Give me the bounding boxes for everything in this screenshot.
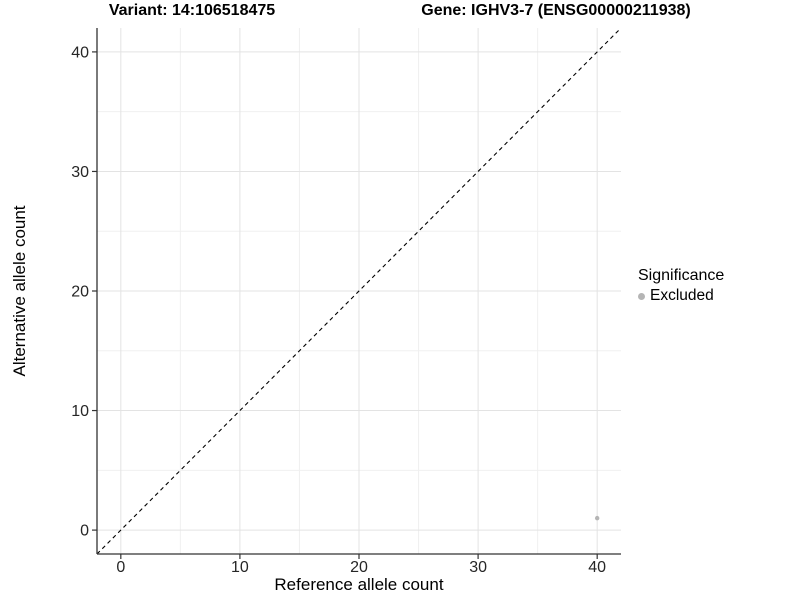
svg-text:30: 30 xyxy=(469,559,487,576)
tick-labels: 0 10 20 30 40 0 10 20 30 40 xyxy=(71,44,606,576)
variant-title: Variant: 14:106518475 xyxy=(108,2,276,19)
x-axis-title: Reference allele count xyxy=(274,575,443,594)
svg-text:40: 40 xyxy=(71,44,89,61)
y-axis-title: Alternative allele count xyxy=(10,205,29,376)
legend-item-label: Excluded xyxy=(650,287,714,304)
svg-text:20: 20 xyxy=(71,284,89,301)
legend-item-excluded: Excluded xyxy=(638,287,724,305)
gene-title: Gene: IGHV3-7 (ENSG00000211938) xyxy=(421,2,691,19)
svg-text:30: 30 xyxy=(71,164,89,181)
svg-text:10: 10 xyxy=(231,559,249,576)
svg-text:0: 0 xyxy=(80,523,89,540)
identity-dashed-line xyxy=(96,27,622,555)
legend: Significance Excluded xyxy=(638,266,724,305)
svg-text:0: 0 xyxy=(116,559,125,576)
svg-text:10: 10 xyxy=(71,403,89,420)
svg-text:40: 40 xyxy=(588,559,606,576)
legend-title: Significance xyxy=(638,267,725,284)
grid-major-lines xyxy=(97,28,621,554)
tick-marks xyxy=(92,51,598,559)
excluded-dot-icon xyxy=(638,292,645,300)
data-points xyxy=(594,515,600,521)
svg-text:20: 20 xyxy=(350,559,368,576)
